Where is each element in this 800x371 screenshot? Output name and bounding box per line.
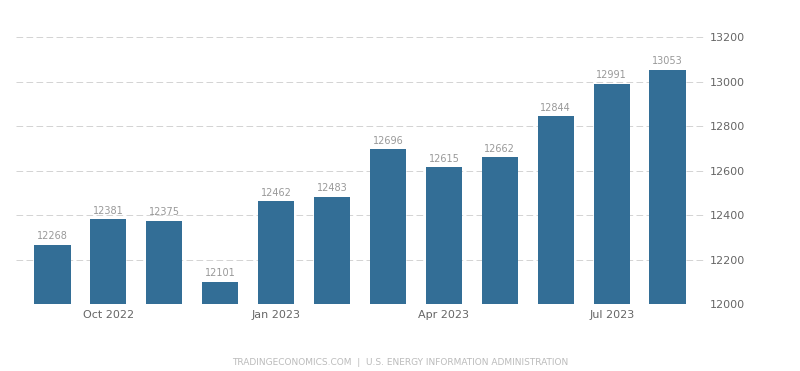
- Bar: [538, 116, 574, 304]
- Bar: [314, 197, 350, 304]
- Text: 12696: 12696: [373, 136, 403, 146]
- Text: 12101: 12101: [205, 268, 235, 278]
- Bar: [258, 201, 294, 304]
- Text: 12375: 12375: [149, 207, 180, 217]
- Bar: [34, 244, 70, 304]
- Text: 12991: 12991: [596, 70, 627, 80]
- Bar: [426, 167, 462, 304]
- Bar: [146, 221, 182, 304]
- Bar: [650, 70, 686, 304]
- Bar: [594, 83, 630, 304]
- Text: 12844: 12844: [540, 103, 571, 113]
- Text: 12268: 12268: [37, 231, 68, 241]
- Text: 13053: 13053: [652, 56, 683, 66]
- Bar: [370, 149, 406, 304]
- Bar: [90, 219, 126, 304]
- Text: 12462: 12462: [261, 188, 291, 198]
- Text: TRADINGECONOMICS.COM  |  U.S. ENERGY INFORMATION ADMINISTRATION: TRADINGECONOMICS.COM | U.S. ENERGY INFOR…: [232, 358, 568, 367]
- Bar: [202, 282, 238, 304]
- Text: 12381: 12381: [93, 206, 124, 216]
- Text: 12615: 12615: [429, 154, 459, 164]
- Bar: [482, 157, 518, 304]
- Text: 12662: 12662: [484, 144, 515, 154]
- Text: 12483: 12483: [317, 183, 347, 193]
